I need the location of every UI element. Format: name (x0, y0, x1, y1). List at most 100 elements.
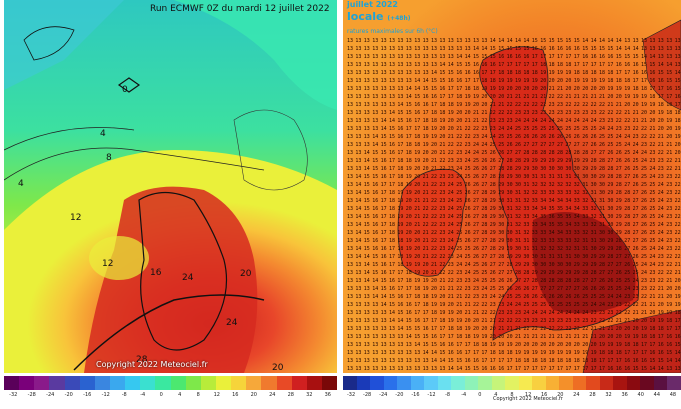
grid-temperature-value: 19 (465, 102, 471, 108)
grid-temperature-value: 13 (347, 278, 353, 284)
grid-temperature-value: 16 (507, 54, 513, 60)
grid-temperature-value: 13 (347, 158, 353, 164)
grid-temperature-value: 13 (347, 294, 353, 300)
grid-temperature-value: 26 (498, 278, 504, 284)
grid-temperature-value: 22 (423, 214, 429, 220)
grid-temperature-value: 22 (675, 222, 681, 228)
grid-temperature-value: 13 (633, 38, 639, 44)
legend-swatch (356, 376, 371, 390)
grid-temperature-value: 15 (540, 38, 546, 44)
grid-temperature-value: 23 (465, 278, 471, 284)
grid-temperature-value: 13 (364, 286, 370, 292)
grid-temperature-value: 16 (397, 294, 403, 300)
grid-temperature-value: 26 (624, 158, 630, 164)
grid-temperature-value: 14 (364, 278, 370, 284)
grid-temperature-value: 22 (591, 102, 597, 108)
grid-temperature-value: 13 (347, 198, 353, 204)
grid-temperature-value: 23 (641, 286, 647, 292)
grid-temperature-value: 22 (431, 174, 437, 180)
grid-temperature-value: 27 (498, 262, 504, 268)
grid-temperature-value: 13 (675, 62, 681, 68)
grid-temperature-value: 17 (599, 366, 605, 372)
grid-temperature-value: 30 (557, 166, 563, 172)
grid-temperature-value: 22 (456, 142, 462, 148)
grid-temperature-value: 21 (658, 286, 664, 292)
grid-temperature-value: 13 (364, 318, 370, 324)
grid-temperature-value: 31 (532, 174, 538, 180)
grid-temperature-value: 24 (465, 262, 471, 268)
grid-temperature-value: 24 (448, 246, 454, 252)
grid-temperature-value: 29 (490, 222, 496, 228)
grid-temperature-value: 27 (633, 222, 639, 228)
grid-temperature-value: 13 (355, 358, 361, 364)
grid-temperature-value: 26 (641, 230, 647, 236)
right-map-subtitle: ratures maximales sur 6h (°C) (347, 28, 438, 35)
grid-temperature-value: 16 (490, 366, 496, 372)
grid-temperature-value: 26 (582, 134, 588, 140)
grid-temperature-value: 27 (515, 150, 521, 156)
grid-temperature-value: 21 (431, 270, 437, 276)
grid-temperature-value: 27 (515, 278, 521, 284)
grid-temperature-value: 25 (465, 246, 471, 252)
grid-temperature-value: 21 (633, 310, 639, 316)
grid-temperature-value: 23 (666, 230, 672, 236)
grid-temperature-value: 19 (582, 350, 588, 356)
grid-temperature-value: 28 (607, 174, 613, 180)
grid-temperature-value: 21 (473, 110, 479, 116)
grid-temperature-value: 22 (523, 102, 529, 108)
grid-temperature-value: 13 (347, 38, 353, 44)
grid-temperature-value: 26 (616, 158, 622, 164)
grid-temperature-value: 21 (431, 166, 437, 172)
grid-temperature-value: 28 (507, 158, 513, 164)
grid-temperature-value: 13 (355, 366, 361, 372)
grid-temperature-value: 26 (465, 182, 471, 188)
grid-temperature-value: 30 (549, 262, 555, 268)
grid-temperature-value: 25 (649, 198, 655, 204)
grid-temperature-value: 19 (490, 86, 496, 92)
grid-temperature-value: 27 (557, 286, 563, 292)
grid-temperature-value: 14 (481, 46, 487, 52)
grid-temperature-value: 20 (666, 294, 672, 300)
contour-label: 12 (70, 213, 81, 223)
grid-temperature-value: 25 (616, 286, 622, 292)
grid-temperature-value: 18 (414, 294, 420, 300)
grid-temperature-value: 29 (582, 166, 588, 172)
grid-temperature-value: 25 (624, 270, 630, 276)
grid-temperature-value: 13 (355, 150, 361, 156)
grid-temperature-value: 13 (406, 54, 412, 60)
grid-temperature-value: 16 (397, 302, 403, 308)
grid-temperature-value: 18 (641, 86, 647, 92)
grid-temperature-value: 23 (666, 182, 672, 188)
grid-temperature-value: 19 (423, 142, 429, 148)
grid-temperature-value: 30 (523, 254, 529, 260)
grid-temperature-value: 13 (431, 46, 437, 52)
grid-temperature-value: 30 (591, 246, 597, 252)
grid-temperature-value: 17 (414, 118, 420, 124)
grid-temperature-value: 20 (448, 302, 454, 308)
grid-temperature-value: 17 (456, 342, 462, 348)
grid-temperature-value: 33 (532, 198, 538, 204)
grid-temperature-value: 27 (582, 278, 588, 284)
grid-temperature-value: 13 (666, 366, 672, 372)
grid-temperature-value: 18 (498, 70, 504, 76)
grid-temperature-value: 19 (431, 294, 437, 300)
grid-temperature-value: 32 (574, 182, 580, 188)
grid-temperature-value: 18 (507, 350, 513, 356)
grid-temperature-value: 13 (414, 366, 420, 372)
grid-temperature-value: 13 (381, 70, 387, 76)
grid-temperature-value: 22 (540, 326, 546, 332)
grid-temperature-value: 22 (675, 190, 681, 196)
grid-temperature-value: 25 (649, 214, 655, 220)
grid-temperature-value: 20 (473, 318, 479, 324)
grid-temperature-value: 30 (540, 262, 546, 268)
grid-temperature-value: 17 (397, 278, 403, 284)
grid-temperature-value: 20 (607, 334, 613, 340)
grid-temperature-value: 15 (389, 294, 395, 300)
grid-temperature-value: 25 (582, 302, 588, 308)
grid-temperature-value: 26 (582, 286, 588, 292)
grid-temperature-value: 15 (498, 46, 504, 52)
grid-temperature-value: 13 (666, 46, 672, 52)
contour-label: 24 (182, 273, 194, 283)
grid-temperature-value: 17 (515, 62, 521, 68)
grid-temperature-value: 22 (591, 318, 597, 324)
